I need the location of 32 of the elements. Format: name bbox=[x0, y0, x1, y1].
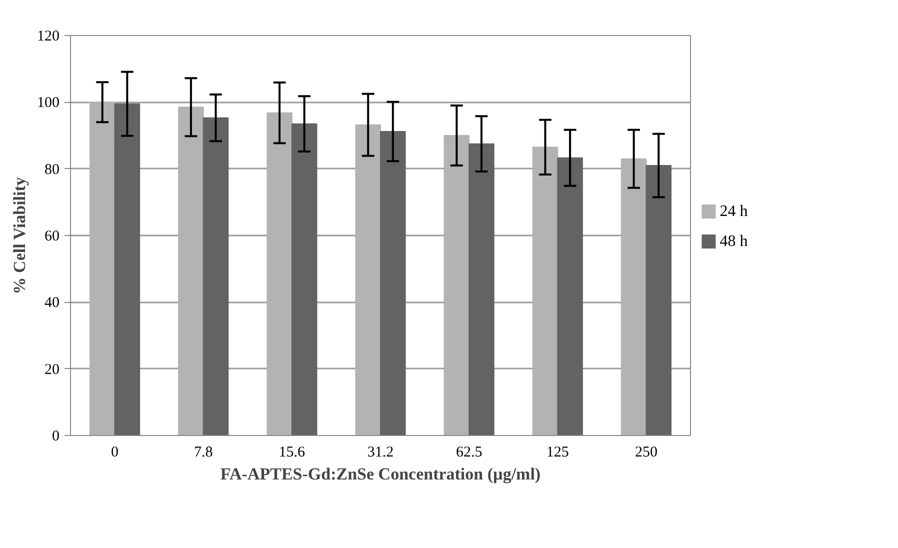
bar bbox=[557, 157, 583, 436]
y-tick-label: 20 bbox=[44, 362, 60, 378]
bar bbox=[114, 103, 140, 436]
bar bbox=[468, 143, 494, 436]
legend-label: 48 h bbox=[720, 233, 748, 250]
bar bbox=[178, 106, 204, 436]
legend-label: 24 h bbox=[720, 203, 748, 220]
x-axis-title: FA-APTES-Gd:ZnSe Concentration (µg/ml) bbox=[220, 464, 541, 484]
y-tick-label: 0 bbox=[52, 428, 60, 444]
y-tick-label: 120 bbox=[37, 28, 60, 44]
bar bbox=[89, 102, 116, 436]
y-tick-label: 40 bbox=[44, 295, 60, 312]
x-tick-label: 7.8 bbox=[194, 444, 213, 460]
bar bbox=[532, 146, 558, 436]
x-tick-label: 0 bbox=[111, 444, 119, 460]
bar bbox=[444, 135, 470, 436]
y-tick-label: 100 bbox=[37, 95, 60, 112]
bar bbox=[202, 117, 229, 436]
y-tick-label: 80 bbox=[44, 162, 60, 178]
bar bbox=[380, 131, 406, 436]
bar bbox=[291, 123, 318, 436]
x-tick-label: 62.5 bbox=[456, 444, 482, 460]
x-tick-label: 15.6 bbox=[278, 444, 306, 460]
bar bbox=[266, 112, 292, 436]
y-axis-title: % Cell Viability bbox=[10, 176, 29, 294]
y-tick-label: 60 bbox=[44, 228, 60, 244]
x-tick-label: 31.2 bbox=[367, 444, 394, 460]
bar bbox=[355, 124, 381, 436]
x-tick-label: 250 bbox=[634, 444, 658, 460]
x-tick-label: 125 bbox=[546, 444, 569, 460]
bar bbox=[646, 165, 672, 436]
bar bbox=[620, 158, 647, 436]
